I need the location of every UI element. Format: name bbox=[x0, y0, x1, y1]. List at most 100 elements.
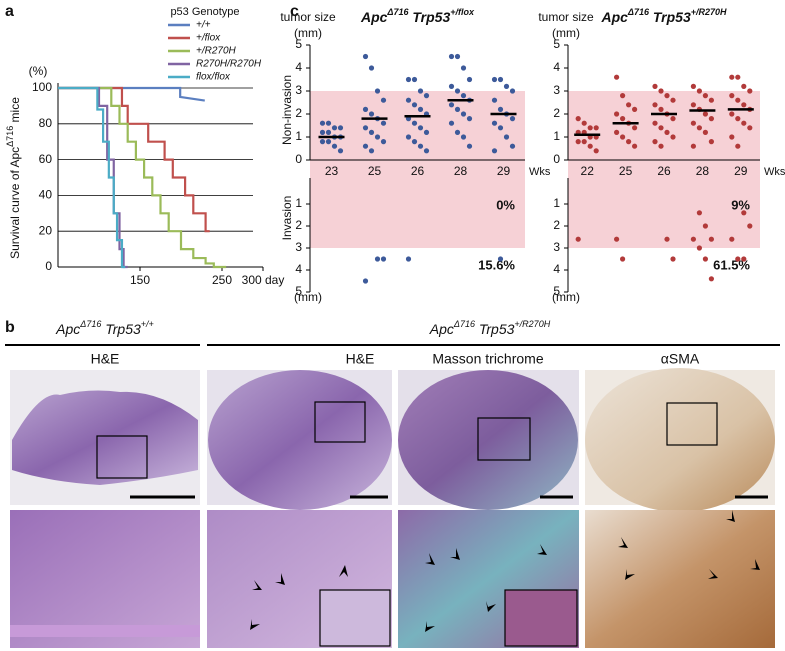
y-tick-label: 40 bbox=[39, 188, 53, 202]
tumor-dot bbox=[626, 102, 632, 108]
tumor-dot bbox=[620, 116, 626, 122]
tumor-dot bbox=[331, 143, 338, 149]
tumor-dot bbox=[454, 53, 461, 60]
tumor-dot bbox=[374, 256, 381, 262]
y-tick-label: 2 bbox=[553, 218, 560, 232]
zoom-box bbox=[314, 401, 366, 443]
tumor-dot bbox=[362, 143, 369, 149]
y-unit: (mm) bbox=[294, 26, 322, 40]
tumor-dot bbox=[466, 116, 473, 122]
y-axis-title-part: Δ716 bbox=[5, 126, 15, 147]
gene-label-part: Trp53 bbox=[475, 321, 515, 337]
tissue bbox=[208, 370, 392, 510]
survival-curve bbox=[58, 86, 126, 269]
tumor-dot bbox=[747, 223, 753, 229]
tumor-dot bbox=[614, 74, 620, 80]
y-tick-label: 4 bbox=[295, 262, 302, 276]
tumor-dot bbox=[729, 111, 735, 117]
x-tick-label: 26 bbox=[411, 164, 425, 178]
tumor-dot bbox=[593, 148, 599, 154]
tumor-dot bbox=[417, 106, 424, 112]
tumor-dot bbox=[632, 125, 638, 131]
zoom-box bbox=[666, 402, 718, 446]
stain-label: αSMA bbox=[661, 351, 700, 367]
tumor-dot bbox=[702, 129, 709, 135]
gene-label: ApcΔ716 Trp53+/R270H bbox=[429, 319, 551, 336]
survival-curve bbox=[58, 86, 227, 269]
tumor-dot bbox=[466, 143, 473, 149]
y-tick-label: 2 bbox=[295, 218, 302, 232]
y-tick-label: 2 bbox=[553, 106, 560, 120]
tumor-dot bbox=[368, 65, 375, 71]
tumor-dot bbox=[729, 74, 735, 80]
stain-label: Masson trichrome bbox=[432, 351, 543, 367]
survival-curve bbox=[58, 86, 210, 233]
x-tick-label: 22 bbox=[581, 164, 595, 178]
tumor-dot bbox=[729, 134, 735, 140]
y-axis-title-part: Survival curve of Apc bbox=[8, 147, 22, 259]
zoom-box bbox=[96, 435, 148, 479]
y-tick-label: 4 bbox=[295, 60, 302, 74]
tumor-dot bbox=[652, 102, 658, 108]
tumor-dot bbox=[380, 97, 387, 103]
tumor-dot bbox=[405, 76, 412, 83]
tumor-dot bbox=[735, 74, 741, 80]
y-tick-label: 0 bbox=[553, 152, 560, 166]
tumor-dot bbox=[741, 120, 747, 126]
tumor-dot bbox=[448, 83, 455, 89]
zoom-box bbox=[477, 417, 531, 461]
stain-label: H&E bbox=[91, 351, 120, 367]
y-label: tumor size bbox=[280, 10, 336, 24]
y-tick-label: 5 bbox=[295, 284, 302, 298]
tumor-dot bbox=[368, 148, 375, 154]
survival-curve bbox=[58, 86, 205, 102]
y-axis-title: Survival curve of ApcΔ716 mice bbox=[5, 97, 22, 259]
tumor-dot bbox=[374, 88, 381, 94]
y-tick-label: 4 bbox=[553, 60, 560, 74]
tumor-dot bbox=[460, 93, 467, 99]
tumor-dot bbox=[503, 134, 510, 140]
tumor-dot bbox=[325, 120, 332, 126]
annotation: 0% bbox=[496, 197, 515, 212]
tumor-dot bbox=[491, 120, 498, 126]
tumor-dot bbox=[652, 83, 658, 89]
tumor-dot bbox=[735, 116, 741, 122]
inset bbox=[504, 589, 578, 647]
legend-label: +/R270H bbox=[196, 46, 237, 57]
tumor-dot bbox=[423, 148, 430, 154]
tumor-dot bbox=[670, 116, 676, 122]
y-tick-label: 0 bbox=[45, 259, 52, 273]
tumor-dot bbox=[626, 139, 632, 145]
tumor-dot bbox=[454, 106, 461, 112]
tumor-dot bbox=[491, 97, 498, 103]
tumor-dot bbox=[417, 125, 424, 131]
x-unit: Wks bbox=[764, 166, 785, 178]
y-unit: (mm) bbox=[294, 290, 322, 304]
tumor-dot bbox=[411, 76, 418, 83]
gene-label-part: Apc bbox=[600, 9, 628, 25]
y-tick-label: 20 bbox=[39, 223, 53, 237]
tissue bbox=[585, 368, 775, 512]
y-unit: (mm) bbox=[552, 26, 580, 40]
tumor-dot bbox=[664, 93, 670, 99]
gene-label-part: +/R270H bbox=[691, 7, 727, 17]
tumor-dot bbox=[460, 65, 467, 71]
x-tick-label: 28 bbox=[454, 164, 468, 178]
tumor-dot bbox=[448, 102, 455, 108]
tumor-dot bbox=[405, 97, 412, 103]
tumor-dot bbox=[593, 125, 599, 131]
tumor-dot bbox=[417, 143, 424, 149]
gene-label-part: Apc bbox=[429, 321, 454, 337]
tumor-dot bbox=[362, 125, 369, 131]
tumor-dot bbox=[454, 129, 461, 135]
gene-label-part: Trp53 bbox=[101, 321, 141, 337]
gene-label: ApcΔ716 Trp53+/R270H bbox=[600, 7, 727, 24]
y-tick-label: 1 bbox=[553, 129, 560, 143]
tumor-dot bbox=[670, 134, 676, 140]
tumor-dot bbox=[460, 134, 467, 140]
tumor-dot bbox=[735, 143, 741, 149]
tumor-dot bbox=[702, 111, 709, 117]
tumor-dot bbox=[620, 256, 626, 262]
tumor-dot bbox=[575, 139, 581, 145]
tumor-dot bbox=[509, 143, 516, 149]
